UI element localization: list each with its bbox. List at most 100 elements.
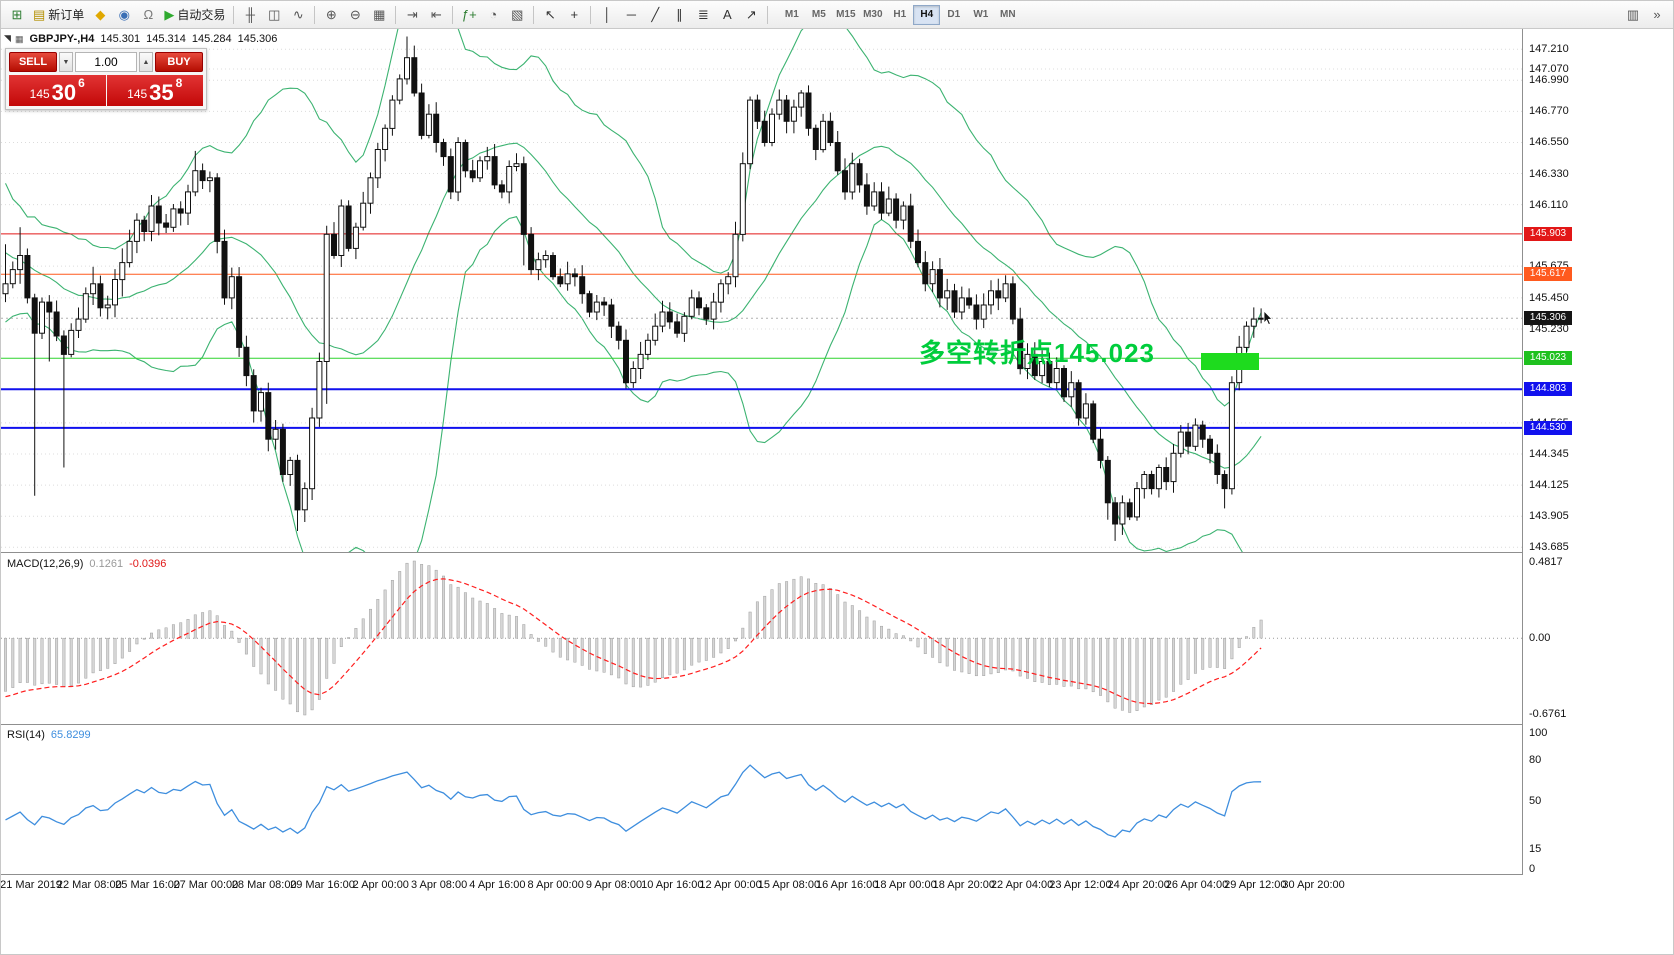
community-icon[interactable]: ◉: [112, 4, 136, 26]
fibonacci-icon[interactable]: ≣: [691, 4, 715, 26]
equidistant-channel-icon[interactable]: ∥: [667, 4, 691, 26]
chart-symbol-period: GBPJPY-,H4: [29, 33, 95, 45]
new-chart-icon[interactable]: ⊞: [5, 4, 29, 26]
oneclick-collapse-icon[interactable]: ◥: [4, 33, 11, 43]
ohlc-close: 145.306: [237, 33, 278, 45]
timeframe-m5[interactable]: M5: [811, 9, 826, 20]
axis-label: 144.345: [1529, 448, 1569, 460]
toolbar-group: ╫ ◫ ∿: [238, 1, 310, 28]
favorites-icon[interactable]: ◆: [88, 4, 112, 26]
line-chart-icon[interactable]: ∿: [286, 4, 310, 26]
price-axis[interactable]: 147.210 147.070 146.990 146.770 146.550 146.3…: [1523, 29, 1673, 875]
axis-label: 0.00: [1529, 632, 1551, 644]
line-chart-icon: ∿: [292, 6, 304, 22]
autotrading-button[interactable]: ▶ 自动交易: [160, 4, 229, 26]
highlight-marker: [1201, 353, 1259, 370]
toolbar-separator: [533, 5, 535, 24]
volume-decrease-button[interactable]: ▼: [59, 52, 73, 72]
rsi-name: RSI(14): [7, 729, 45, 741]
time-label: 24 Apr 20:00: [1107, 879, 1170, 891]
trendline-icon[interactable]: ╱: [643, 4, 667, 26]
axis-label: 50: [1529, 795, 1542, 807]
time-label: 27 Mar 00:00: [173, 879, 239, 891]
candlestick-chart-icon: ◫: [268, 6, 281, 22]
bar-chart-icon[interactable]: ╫: [238, 4, 262, 26]
time-axis[interactable]: 21 Mar 2019 22 Mar 08:00 25 Mar 16:00 27 Ma…: [1, 875, 1673, 901]
timeframe-m1[interactable]: M1: [784, 9, 799, 20]
zoom-in-icon[interactable]: ⊕: [319, 4, 343, 26]
rsi-line: [5, 764, 1262, 838]
indicators-icon[interactable]: ƒ+: [457, 4, 481, 26]
one-click-trading-panel: SELL ▼ ▲ BUY 145 30 6 145 35 8: [5, 48, 207, 110]
crosshair-icon[interactable]: +: [562, 4, 586, 26]
time-label: 10 Apr 16:00: [641, 879, 704, 891]
print-icon[interactable]: ▥: [1626, 6, 1640, 22]
indicators-icon: ƒ+: [461, 7, 477, 22]
candlestick-chart-icon[interactable]: ◫: [262, 4, 286, 26]
macd-main-value: 0.1261: [89, 558, 124, 570]
sell-price-display[interactable]: 145 30 6: [9, 75, 106, 106]
price-line-label: 144.530: [1524, 421, 1572, 435]
macd-signal-value: -0.0396: [129, 558, 167, 570]
fibonacci-icon: ≣: [697, 6, 709, 22]
axis-label: 146.110: [1529, 199, 1568, 211]
time-label: 29 Apr 12:00: [1224, 879, 1287, 891]
templates-icon[interactable]: ▧: [505, 4, 529, 26]
ohlc-low: 145.284: [191, 33, 232, 45]
chart-shift-icon[interactable]: ⇤: [424, 4, 448, 26]
candlesticks: [2, 36, 1265, 541]
support-icon: Ω: [143, 7, 154, 22]
horizontal-line-icon[interactable]: ─: [619, 4, 643, 26]
timeframe-w1[interactable]: W1: [973, 9, 989, 20]
trendline-icon: ╱: [651, 6, 660, 22]
sell-price-pips: 30: [51, 80, 77, 105]
timeframe-m15[interactable]: M15: [836, 9, 856, 20]
rsi-panel-canvas[interactable]: [1, 725, 1522, 874]
buy-price-display[interactable]: 145 35 8: [106, 75, 203, 106]
rsi-value: 65.8299: [50, 729, 91, 741]
periods-icon[interactable]: ◔: [481, 4, 505, 26]
sell-price-main: 145: [29, 87, 50, 101]
zoom-out-icon[interactable]: ⊖: [343, 4, 367, 26]
sell-button[interactable]: SELL: [9, 52, 57, 72]
timeframe-h1[interactable]: H1: [893, 9, 907, 20]
timeframe-mn[interactable]: MN: [1000, 9, 1016, 20]
panel-separator[interactable]: [1, 552, 1673, 553]
timeframe-d1[interactable]: D1: [947, 9, 961, 20]
timeframe-toolbar: M1 M5 M15 M30 H1 H4 D1 W1 MN: [778, 4, 1021, 25]
time-label: 15 Apr 08:00: [757, 879, 821, 891]
axis-label: 145.230: [1529, 323, 1569, 335]
volume-input[interactable]: [75, 52, 137, 72]
cursor-icon[interactable]: ↖: [538, 4, 562, 26]
support-icon[interactable]: Ω: [136, 4, 160, 26]
arrows-icon[interactable]: ↗: [739, 4, 763, 26]
more-tools-icon[interactable]: »: [1653, 7, 1661, 22]
axis-label: 145.450: [1529, 292, 1569, 304]
macd-signal-line: [5, 578, 1262, 705]
toolbar-separator: [395, 5, 397, 24]
axis-label: 146.330: [1529, 168, 1569, 180]
panel-separator[interactable]: [1, 874, 1673, 875]
toolbar-group: │ ─ ╱ ∥ ≣ A ↗: [595, 1, 763, 28]
panel-separator[interactable]: [1, 724, 1673, 725]
macd-panel-canvas[interactable]: [1, 553, 1522, 724]
bar-chart-icon: ╫: [245, 7, 255, 22]
new-order-icon: ▤: [33, 6, 46, 22]
auto-scroll-icon[interactable]: ⇥: [400, 4, 424, 26]
timeframe-h4[interactable]: H4: [913, 4, 941, 25]
text-label-icon[interactable]: A: [715, 4, 739, 26]
toolbar-group: ⊞ ▤ 新订单 ◆ ◉ Ω ▶ 自动交易: [5, 1, 229, 28]
price-axis-border: [1522, 29, 1523, 875]
horizontal-price-lines[interactable]: [1, 233, 1522, 429]
main-chart-canvas[interactable]: [1, 29, 1522, 552]
buy-button[interactable]: BUY: [155, 52, 203, 72]
vertical-line-icon[interactable]: │: [595, 4, 619, 26]
new-order-button[interactable]: ▤ 新订单: [29, 4, 88, 26]
tile-windows-icon[interactable]: ▦: [367, 4, 391, 26]
toolbar-separator: [233, 5, 235, 24]
axis-label: 143.685: [1529, 541, 1569, 553]
timeframe-m30[interactable]: M30: [863, 9, 883, 20]
toolbar-group: ⊕ ⊖ ▦: [319, 1, 391, 28]
axis-label: 100: [1529, 727, 1548, 739]
volume-increase-button[interactable]: ▲: [139, 52, 153, 72]
